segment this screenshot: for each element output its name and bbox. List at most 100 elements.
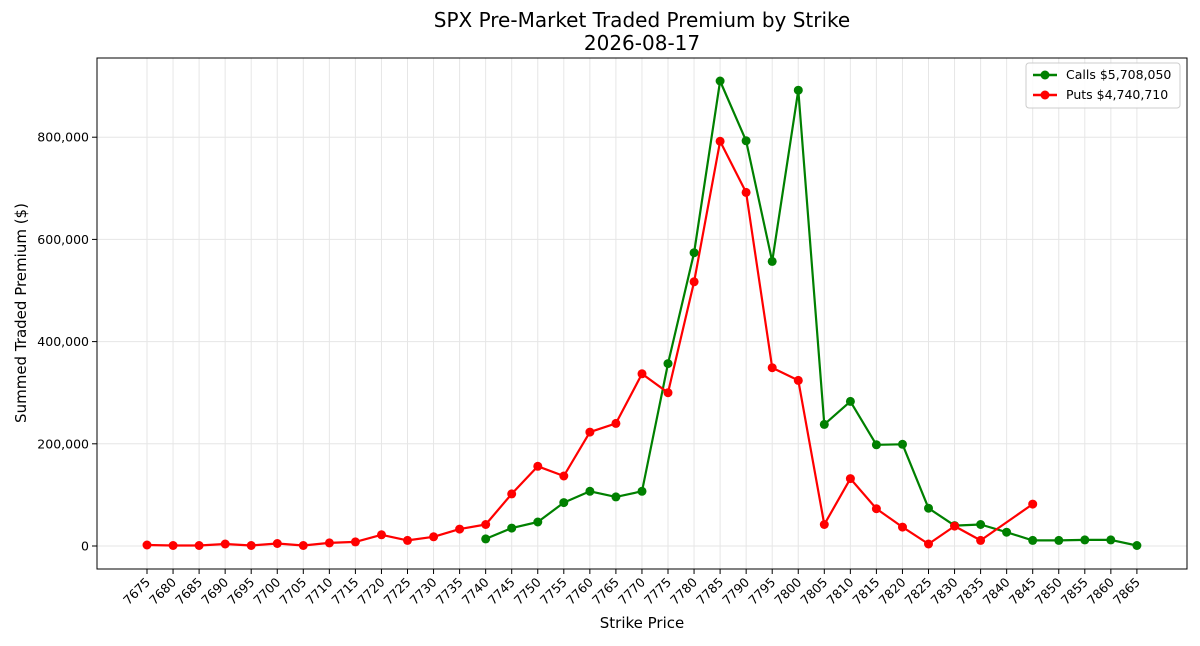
data-point-calls (663, 359, 673, 369)
plot-frame (96, 57, 1188, 570)
data-point-calls (715, 76, 725, 86)
data-point-puts (350, 537, 360, 547)
x-tick-label: 7695 (224, 575, 257, 608)
data-point-calls (1002, 527, 1012, 537)
chart-title: SPX Pre-Market Traded Premium by Strike (434, 8, 850, 32)
data-point-puts (689, 277, 699, 287)
x-tick-label: 7820 (875, 574, 908, 607)
x-tick-label: 7675 (120, 575, 153, 608)
x-tick-label: 7690 (198, 574, 231, 607)
legend-box (1025, 62, 1181, 109)
data-point-puts (924, 539, 933, 549)
x-tick-label: 7765 (589, 575, 622, 608)
data-point-calls (871, 440, 881, 450)
gridlines (97, 58, 1187, 569)
x-tick-label: 7685 (172, 575, 205, 608)
x-tick-label: 7830 (928, 574, 961, 607)
data-point-calls (689, 248, 699, 258)
x-tick-label: 7790 (719, 574, 752, 607)
legend-puts-label: Puts $4,740,710 (1066, 87, 1168, 102)
x-tick-label: 7700 (250, 574, 283, 607)
data-point-calls (1080, 535, 1090, 545)
data-point-puts (168, 541, 178, 550)
data-point-puts (142, 540, 152, 550)
x-tick-label: 7785 (693, 575, 726, 608)
x-tick-label: 7860 (1084, 574, 1117, 607)
data-point-calls (637, 486, 647, 496)
series-layer (142, 76, 1142, 550)
data-point-calls (1106, 535, 1116, 545)
data-point-puts (871, 504, 881, 514)
data-point-calls (819, 419, 829, 429)
y-axis-label: Summed Traded Premium ($) (12, 203, 30, 423)
data-point-puts (1028, 499, 1038, 509)
data-point-puts (976, 535, 986, 545)
legend-calls-marker (1040, 70, 1050, 80)
x-tick-label: 7720 (354, 574, 387, 607)
x-tick-label: 7795 (745, 575, 778, 608)
data-point-calls (767, 256, 777, 266)
data-point-puts (324, 538, 334, 548)
x-tick-label: 7745 (485, 575, 518, 608)
data-point-calls (976, 520, 986, 529)
x-tick-label: 7865 (1110, 575, 1143, 608)
x-tick-label: 7730 (407, 574, 440, 607)
x-tick-label: 7810 (823, 574, 856, 607)
x-axis-label: Strike Price (600, 614, 684, 632)
legend-puts-marker (1040, 90, 1050, 100)
data-point-calls (585, 486, 595, 496)
data-point-calls (1132, 541, 1142, 550)
x-tick-label: 7680 (146, 574, 179, 607)
data-point-puts (298, 541, 308, 550)
x-tick-label: 7760 (563, 574, 596, 607)
data-point-puts (220, 539, 230, 549)
y-tick-label: 600,000 (37, 232, 89, 247)
data-point-puts (559, 471, 569, 481)
data-point-puts (637, 369, 647, 379)
x-tick-label: 7845 (1006, 575, 1039, 608)
data-point-calls (1028, 535, 1038, 545)
x-tick-label: 7775 (641, 575, 674, 608)
y-tick-label: 0 (81, 539, 89, 554)
x-tick-label: 7825 (902, 575, 935, 608)
x-tick-label: 7780 (667, 574, 700, 607)
x-tick-label: 7855 (1058, 575, 1091, 608)
y-tick-label: 400,000 (37, 334, 89, 349)
series-line-calls (484, 79, 1139, 547)
x-tick-label: 7735 (433, 575, 466, 608)
data-point-puts (455, 524, 465, 534)
data-point-puts (585, 427, 595, 437)
x-tick-label: 7750 (511, 574, 544, 607)
data-point-calls (793, 85, 803, 95)
legend: Calls $5,708,050 Puts $4,740,710 (1025, 62, 1181, 109)
x-tick-label: 7815 (849, 575, 882, 608)
data-point-puts (715, 136, 725, 146)
x-tick-label: 7850 (1032, 574, 1065, 607)
data-point-puts (429, 532, 439, 542)
x-tick-label: 7805 (797, 575, 830, 608)
data-point-puts (819, 520, 829, 529)
x-tick-label: 7725 (381, 575, 414, 608)
data-point-calls (741, 136, 751, 146)
data-point-puts (767, 363, 777, 373)
data-point-calls (845, 396, 855, 406)
legend-calls-label: Calls $5,708,050 (1066, 67, 1171, 82)
x-tick-label: 7800 (771, 574, 804, 607)
x-tick-label: 7770 (615, 574, 648, 607)
data-point-puts (246, 541, 256, 550)
y-tick-label: 800,000 (37, 130, 89, 145)
data-point-puts (611, 418, 621, 428)
data-point-puts (194, 541, 204, 550)
y-tick-label: 200,000 (37, 436, 89, 451)
x-tick-label: 7715 (328, 575, 361, 608)
data-point-puts (845, 474, 855, 484)
data-point-calls (898, 439, 907, 449)
x-tick-label: 7710 (302, 574, 335, 607)
data-point-calls (507, 523, 517, 533)
data-point-puts (507, 489, 517, 499)
x-tick-label: 7835 (954, 575, 987, 608)
data-point-calls (611, 492, 621, 502)
x-tick-label: 7740 (459, 574, 492, 607)
data-point-puts (403, 535, 412, 545)
